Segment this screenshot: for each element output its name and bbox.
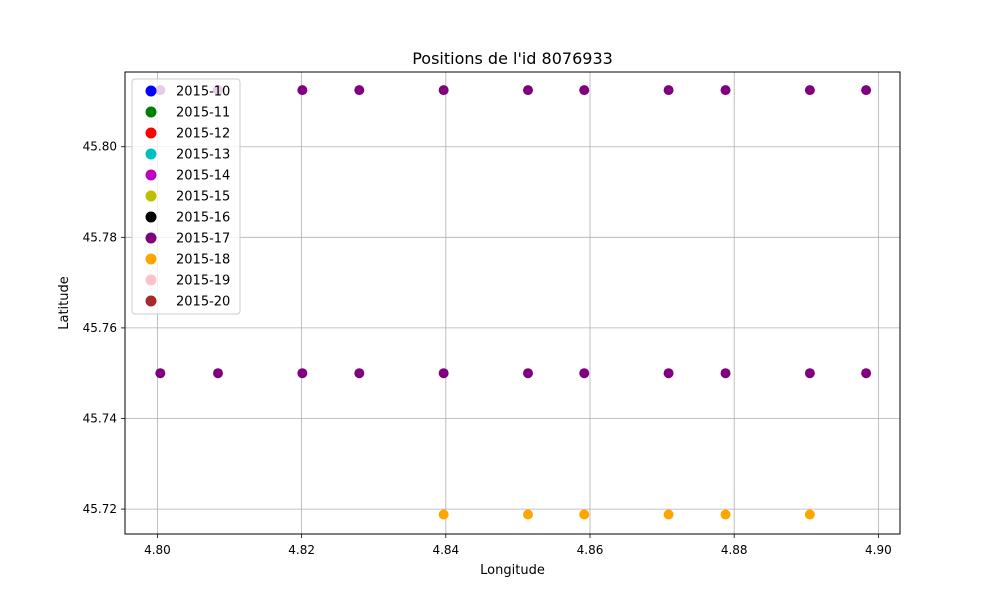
y-tick-label: 45.72 [83,502,117,516]
data-point [354,85,365,96]
grid [125,72,900,534]
data-point [155,368,166,379]
legend-marker [145,232,157,244]
data-point [213,368,223,379]
x-tick-label: 4.80 [144,543,171,557]
data-point [523,85,533,96]
chart-title: Positions de l'id 8076933 [412,49,613,68]
x-tick-label: 4.90 [865,543,892,557]
legend-label: 2015-13 [176,148,230,163]
legend-marker [145,106,157,118]
legend-marker [145,295,157,307]
legend-label: 2015-12 [176,127,230,142]
y-axis-label: Latitude [57,276,72,330]
x-axis-ticks: 4.80 4.82 4.84 4.86 4.88 4.90 [144,534,892,557]
data-point [523,368,533,379]
y-tick-label: 45.74 [83,412,117,426]
plot-area [125,72,900,534]
y-tick-label: 45.80 [83,140,117,154]
data-point [663,509,674,520]
legend-marker [145,211,157,223]
data-point [438,368,449,379]
legend: 2015-10 2015-11 2015-12 2015-13 2015-14 2015-… [131,78,241,315]
legend-marker [145,127,157,139]
y-tick-label: 45.78 [83,230,117,244]
data-point [861,85,872,96]
legend-label: 2015-15 [176,190,230,205]
data-point [663,85,674,96]
legend-marker [145,85,157,97]
legend-box [131,78,241,315]
legend-label: 2015-18 [176,253,230,268]
data-point [438,85,449,96]
x-tick-label: 4.88 [721,543,748,557]
data-point [720,368,731,379]
x-tick-label: 4.86 [577,543,604,557]
x-axis-label: Longitude [480,563,545,578]
legend-label: 2015-19 [176,274,230,289]
data-point [804,368,815,379]
data-point [804,85,815,96]
legend-label: 2015-10 [176,85,230,100]
data-point [861,368,872,379]
legend-label: 2015-16 [176,211,230,226]
legend-label: 2015-14 [176,169,230,184]
legend-marker [145,169,157,181]
data-point [297,368,308,379]
data-points [155,85,872,520]
data-point [438,509,449,520]
y-axis-ticks: 45.72 45.74 45.76 45.78 45.80 [83,140,125,516]
legend-marker [145,253,157,265]
data-point [354,368,365,379]
data-point [523,509,533,520]
data-point [297,85,308,96]
legend-label: 2015-20 [176,295,230,310]
legend-marker [145,148,157,160]
y-tick-label: 45.76 [83,321,117,335]
legend-marker [145,274,157,286]
legend-label: 2015-11 [176,106,230,121]
legend-label: 2015-17 [176,232,230,247]
data-point [579,509,590,520]
data-point [579,85,590,96]
plot-frame [124,71,901,535]
data-point [720,85,731,96]
data-point [663,368,674,379]
data-point [579,368,590,379]
legend-marker [145,190,157,202]
data-point [720,509,731,520]
data-point [804,509,815,520]
x-tick-label: 4.82 [288,543,315,557]
x-tick-label: 4.84 [432,543,459,557]
